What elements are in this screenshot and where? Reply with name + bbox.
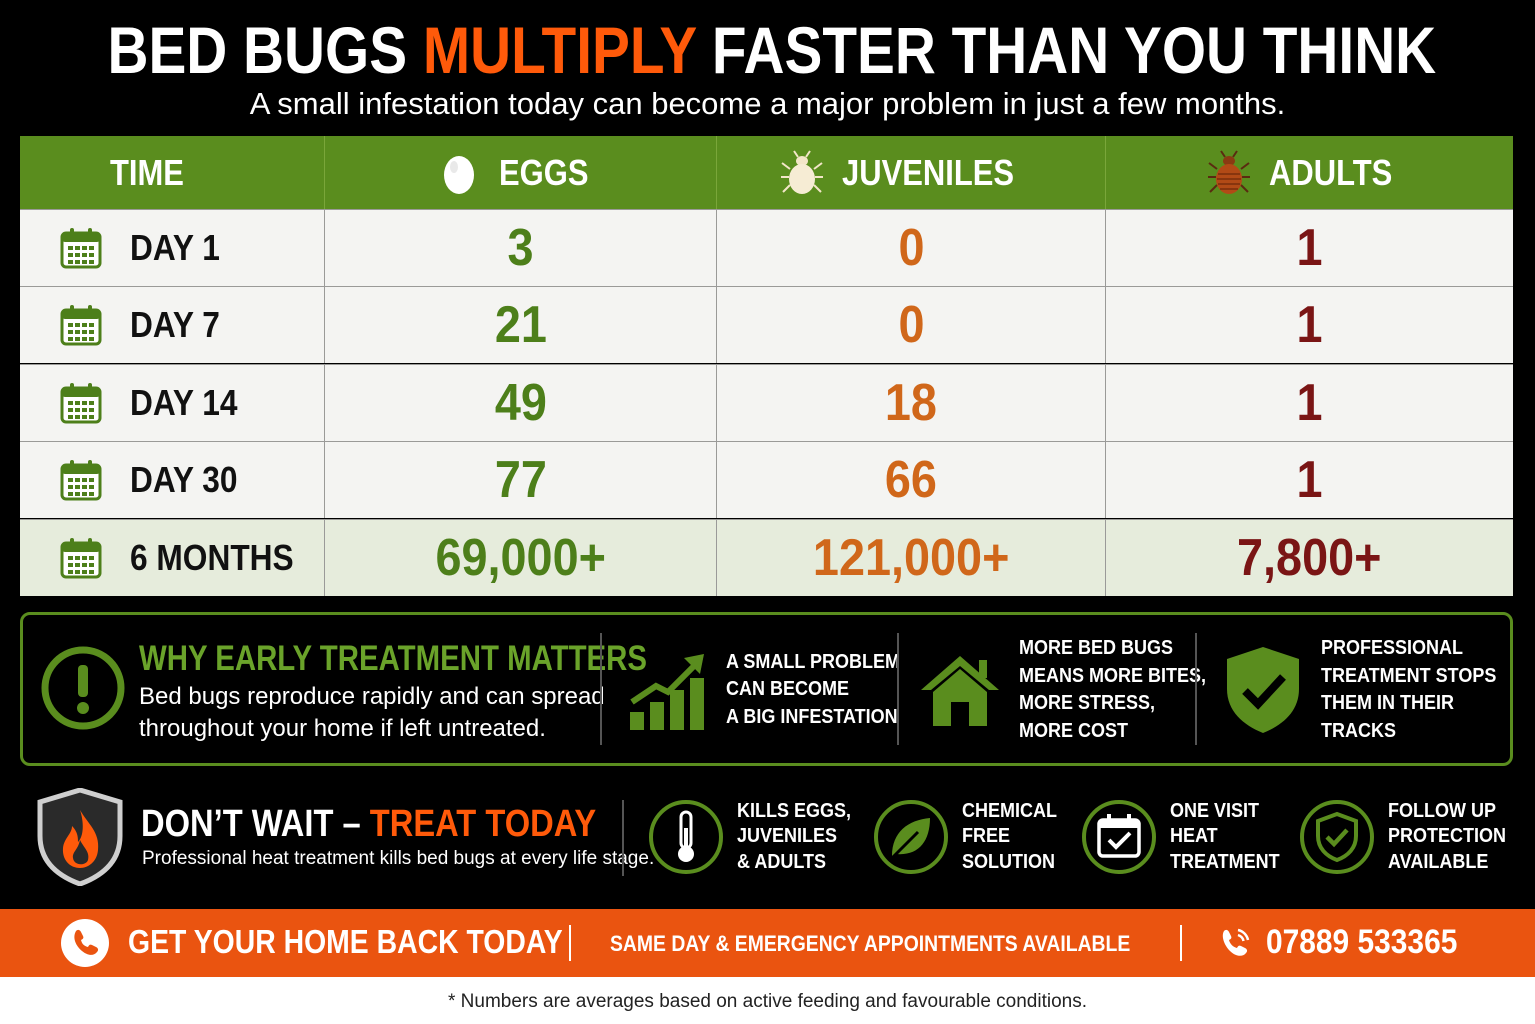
table-row: DAY 7 21 0 1: [20, 286, 1513, 363]
adults-value: 7,800+: [1237, 529, 1382, 587]
title-part2: FASTER THAN YOU THINK: [696, 13, 1437, 87]
calendar-icon: [60, 537, 102, 579]
phone-number-link[interactable]: 07889 533365: [1266, 923, 1458, 961]
growth-table: TIME EGGS JUVENILES: [20, 136, 1513, 596]
leaf-icon: [874, 800, 948, 874]
footnote: * Numbers are averages based on active f…: [0, 977, 1535, 1024]
calendar-icon: [60, 304, 102, 346]
header-eggs: EGGS: [325, 136, 717, 209]
feature-chemical-free: CHEMICAL FREE SOLUTION: [872, 796, 1068, 878]
juvenile-bug-icon: [780, 149, 824, 197]
why-item-professional: PROFESSIONAL TREATMENT STOPS THEM IN THEIR…: [1223, 635, 1516, 745]
table-row: DAY 30 77 66 1: [20, 441, 1513, 518]
title-part1: BED BUGS: [107, 13, 423, 87]
phone-ring-icon: [1222, 928, 1250, 956]
row-time: 6 MONTHS: [130, 537, 294, 578]
egg-icon: [437, 149, 481, 197]
table-row: 6 MONTHS 69,000+ 121,000+ 7,800+: [20, 519, 1513, 596]
header-adults: ADULTS: [1106, 136, 1513, 209]
shield-check-icon: [1227, 647, 1299, 733]
feature-kills-all-stages: KILLS EGGS, JUVENILES & ADULTS: [647, 796, 864, 878]
row-time: DAY 30: [130, 459, 238, 500]
divider: [1195, 633, 1197, 745]
growth-chart-icon: [630, 654, 704, 730]
juveniles-value: 66: [884, 451, 938, 509]
adults-value: 1: [1296, 296, 1323, 354]
page-subtitle: A small infestation today can become a m…: [249, 86, 1286, 121]
why-early-treatment-panel: WHY EARLY TREATMENT MATTERS Bed bugs rep…: [20, 612, 1513, 766]
why-item-small-problem: A SMALL PROBLEM CAN BECOME A BIG INFESTATI…: [628, 635, 919, 745]
header-juveniles: JUVENILES: [717, 136, 1106, 209]
cta-bar: GET YOUR HOME BACK TODAY SAME DAY & EMER…: [0, 909, 1535, 977]
eggs-value: 21: [494, 296, 547, 354]
calendar-icon: [60, 227, 102, 269]
shield-check-icon: [1300, 800, 1374, 874]
divider: [1180, 925, 1182, 961]
divider: [622, 800, 624, 876]
row-time: DAY 14: [130, 382, 238, 423]
house-icon: [921, 656, 999, 726]
table-row: DAY 14 49 18 1: [20, 364, 1513, 441]
adults-value: 1: [1296, 451, 1323, 509]
fire-shield-icon: [37, 788, 123, 886]
cta-appointments: SAME DAY & EMERGENCY APPOINTMENTS AVAILA…: [610, 931, 1131, 956]
treat-title: DON’T WAIT – TREAT TODAY: [141, 803, 597, 845]
table-row: DAY 1 3 0 1: [20, 209, 1513, 286]
why-text: Bed bugs reproduce rapidly and can sprea…: [139, 683, 605, 742]
juveniles-value: 0: [897, 219, 925, 277]
exclamation-icon: [41, 646, 125, 730]
page-title: BED BUGS MULTIPLY FASTER THAN YOU THINK: [107, 13, 1436, 87]
why-title: WHY EARLY TREATMENT MATTERS: [139, 639, 647, 678]
feature-follow-up: FOLLOW UP PROTECTION AVAILABLE: [1298, 796, 1519, 878]
header-time: TIME: [20, 136, 325, 209]
feature-one-visit: ONE VISIT HEAT TREATMENT: [1080, 796, 1292, 878]
adults-value: 1: [1296, 219, 1323, 277]
juveniles-value: 18: [884, 374, 938, 432]
divider: [600, 633, 602, 745]
why-item-more-bugs: MORE BED BUGS MEANS MORE BITES, MORE STRES…: [919, 635, 1227, 745]
juveniles-value: 121,000+: [812, 529, 1010, 587]
title-highlight: MULTIPLY: [422, 13, 697, 87]
table-header: TIME EGGS JUVENILES: [20, 136, 1513, 209]
divider: [569, 925, 571, 961]
row-time: DAY 1: [130, 227, 220, 268]
calendar-check-icon: [1082, 800, 1156, 874]
eggs-value: 49: [494, 374, 547, 432]
calendar-icon: [60, 459, 102, 501]
calendar-icon: [60, 382, 102, 424]
thermometer-icon: [649, 800, 723, 874]
row-time: DAY 7: [130, 304, 220, 345]
eggs-value: 3: [507, 219, 534, 277]
eggs-value: 77: [494, 451, 547, 509]
cta-headline: GET YOUR HOME BACK TODAY: [128, 923, 563, 960]
juveniles-value: 0: [897, 296, 925, 354]
divider: [897, 633, 899, 745]
treat-text: Professional heat treatment kills bed bu…: [142, 848, 655, 869]
eggs-value: 69,000+: [435, 529, 606, 587]
phone-icon[interactable]: [60, 918, 110, 968]
adult-bug-icon: [1207, 149, 1251, 197]
adults-value: 1: [1296, 374, 1323, 432]
